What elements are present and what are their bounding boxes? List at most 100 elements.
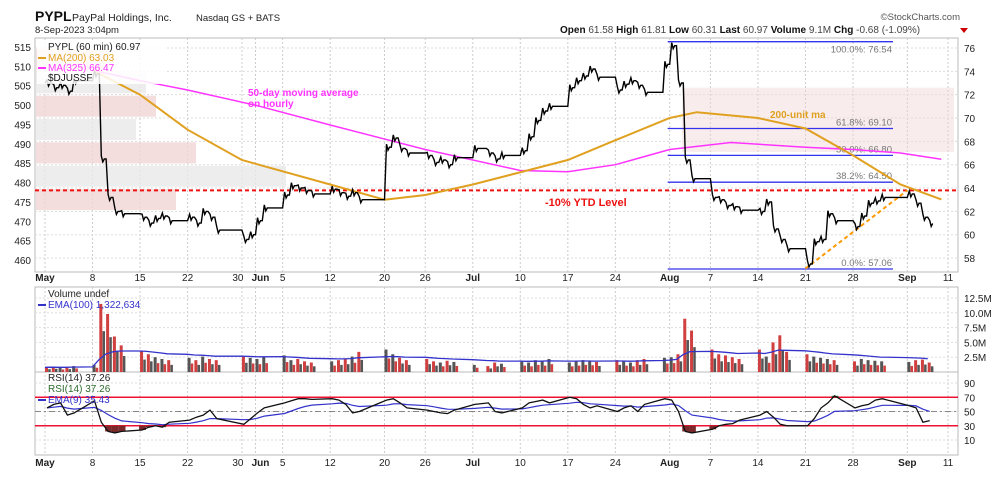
volume-bar bbox=[618, 364, 622, 372]
x-tick-label: Jun bbox=[252, 273, 270, 284]
down-arrow-icon bbox=[960, 28, 968, 33]
volume-bar bbox=[289, 360, 293, 372]
volume-bar bbox=[313, 366, 316, 372]
volume-bar bbox=[930, 366, 934, 372]
open-label: Open bbox=[560, 25, 586, 36]
volume-bar bbox=[788, 359, 791, 372]
chg-value: -0.68 (-1.09%) bbox=[856, 25, 920, 36]
volume-bar bbox=[866, 360, 870, 372]
volume-bar bbox=[808, 361, 812, 372]
volume-bar bbox=[486, 366, 490, 372]
volume-bar bbox=[251, 363, 255, 372]
volume-bar bbox=[442, 366, 445, 372]
last-label: Last bbox=[720, 25, 741, 36]
volume-bar bbox=[832, 360, 836, 372]
volume-bar bbox=[401, 363, 404, 372]
left-axis-tick: 495 bbox=[14, 120, 31, 131]
x-tick-label: Sep bbox=[898, 273, 916, 284]
volume-bar bbox=[360, 359, 364, 372]
axes: May May 8 8 15 15 22 22 30 30 Jun Jun 5 5 12 12 20 20 26 26… bbox=[14, 43, 991, 469]
legend-ema100: EMA(100) 1,322,634 bbox=[48, 300, 141, 311]
rsi-oversold-fill bbox=[709, 425, 717, 430]
volume-bar bbox=[241, 356, 245, 372]
volume-bar bbox=[496, 366, 499, 372]
volume-bar bbox=[730, 357, 734, 372]
volume-bar bbox=[190, 363, 194, 372]
x-tick-label: 20 bbox=[379, 458, 391, 469]
right-axis-tick: 68 bbox=[964, 137, 976, 148]
fib-level-label: 61.8%: 69.10 bbox=[836, 118, 892, 129]
volume-bar bbox=[303, 361, 307, 372]
x-tick-label: 12 bbox=[325, 458, 337, 469]
volume-bar bbox=[924, 364, 927, 372]
x-tick-label: 5 bbox=[280, 458, 286, 469]
right-axis-tick: 74 bbox=[964, 67, 976, 78]
volume-bar bbox=[143, 359, 146, 372]
x-tick-label: 21 bbox=[800, 458, 812, 469]
volume-bar bbox=[65, 367, 69, 372]
volume-bar bbox=[452, 361, 456, 372]
volume-bar bbox=[781, 349, 785, 372]
volume-bar bbox=[489, 368, 493, 372]
volume-bar bbox=[717, 354, 721, 372]
fib-level-label: 0.0%: 57.06 bbox=[841, 258, 892, 269]
volume-bar bbox=[387, 358, 391, 372]
volume-bar bbox=[296, 358, 300, 372]
volume-bar bbox=[733, 363, 737, 372]
right-axis-tick: 70 bbox=[964, 114, 976, 125]
volume-bar bbox=[927, 362, 931, 372]
volume-bar bbox=[767, 362, 771, 372]
rsi-ema-line bbox=[46, 401, 930, 426]
x-tick-label: 26 bbox=[420, 458, 432, 469]
volume-bar bbox=[92, 364, 96, 372]
volume-bar bbox=[285, 362, 289, 372]
fib-level-label: 100.0%: 76.54 bbox=[831, 45, 892, 56]
x-tick-label: 21 bbox=[800, 273, 812, 284]
volume-bar bbox=[645, 364, 649, 372]
right-axis-tick: 76 bbox=[964, 44, 976, 55]
volume-bar bbox=[116, 350, 119, 372]
volume-bar bbox=[917, 364, 920, 372]
volume-bar bbox=[140, 351, 144, 372]
volume-bar bbox=[880, 361, 884, 372]
volume-bar bbox=[194, 360, 198, 372]
volume-bar bbox=[214, 360, 218, 372]
x-tick-label: 30 bbox=[232, 458, 244, 469]
volume-bar bbox=[472, 364, 476, 372]
volume-bar bbox=[425, 358, 429, 372]
volume-bar bbox=[594, 361, 598, 372]
volume-bar bbox=[95, 367, 99, 372]
volume-bar bbox=[771, 342, 775, 372]
volume-value: 9.1M bbox=[809, 25, 831, 36]
x-tick-label: 28 bbox=[847, 458, 859, 469]
volume-bar bbox=[863, 364, 866, 372]
high-value: 61.81 bbox=[641, 25, 666, 36]
volume-bar bbox=[432, 361, 436, 372]
volume-bar bbox=[537, 364, 540, 372]
legend-volume: Volume undef bbox=[48, 289, 109, 300]
volume-by-price-bar bbox=[36, 95, 156, 117]
volume-bar bbox=[588, 360, 592, 372]
left-axis-tick: 500 bbox=[14, 101, 31, 112]
volume-bar bbox=[282, 355, 286, 372]
volume-bar bbox=[68, 369, 72, 372]
volume-bar bbox=[713, 358, 717, 372]
volume-bar bbox=[825, 358, 829, 372]
legend-ma325: MA(325) 66.47 bbox=[48, 63, 115, 74]
volume-bar bbox=[883, 365, 886, 372]
rsi-panel bbox=[34, 371, 959, 456]
x-tick-label: May bbox=[35, 273, 55, 284]
volume-bar bbox=[584, 364, 588, 372]
volume-bar bbox=[632, 366, 635, 372]
x-tick-label: 28 bbox=[847, 273, 859, 284]
x-tick-label: 11 bbox=[943, 458, 954, 469]
x-tick-label: 7 bbox=[708, 273, 714, 284]
volume-bar bbox=[778, 335, 782, 372]
left-axis-tick: 460 bbox=[14, 256, 31, 267]
watermark: ©StockCharts.com bbox=[881, 12, 960, 23]
left-axis-tick: 480 bbox=[14, 179, 31, 190]
volume-bar bbox=[710, 349, 714, 372]
volume-bar bbox=[859, 358, 863, 372]
annotation-ma50: 50-day moving average on hourly bbox=[248, 88, 359, 110]
